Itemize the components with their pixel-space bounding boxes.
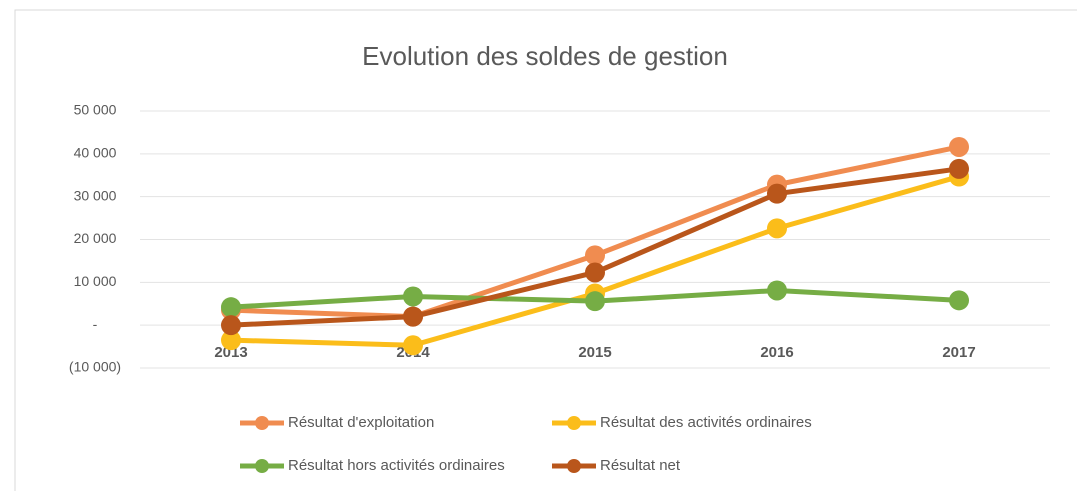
data-point bbox=[949, 290, 969, 311]
y-tick-label: 20 000 bbox=[74, 230, 117, 246]
data-point bbox=[403, 335, 423, 356]
legend-marker bbox=[567, 459, 581, 473]
y-tick-label: 30 000 bbox=[74, 187, 117, 203]
y-tick-label: - bbox=[93, 316, 98, 332]
legend-marker bbox=[567, 416, 581, 430]
y-tick-label: (10 000) bbox=[69, 359, 121, 375]
data-point bbox=[403, 286, 423, 307]
legend-label: Résultat net bbox=[600, 457, 681, 474]
x-tick-label: 2013 bbox=[214, 344, 247, 361]
chart-title: Evolution des soldes de gestion bbox=[362, 41, 728, 71]
legend-marker bbox=[255, 459, 269, 473]
y-tick-label: 40 000 bbox=[74, 145, 117, 161]
legend-label: Résultat hors activités ordinaires bbox=[288, 457, 505, 474]
x-tick-label: 2015 bbox=[578, 344, 611, 361]
data-point bbox=[949, 136, 969, 157]
data-point bbox=[221, 297, 241, 318]
data-point bbox=[585, 262, 605, 283]
chart-frame bbox=[14, 9, 1077, 496]
legend-label: Résultat des activités ordinaires bbox=[600, 414, 812, 431]
data-point bbox=[767, 280, 787, 301]
x-tick-label: 2017 bbox=[942, 344, 975, 361]
legend-label: Résultat d'exploitation bbox=[288, 414, 434, 431]
data-point bbox=[221, 330, 241, 351]
y-tick-label: 50 000 bbox=[74, 102, 117, 118]
data-point bbox=[585, 291, 605, 312]
legend-marker bbox=[255, 416, 269, 430]
y-tick-label: 10 000 bbox=[74, 273, 117, 289]
data-point bbox=[949, 158, 969, 179]
data-point bbox=[767, 183, 787, 204]
data-point bbox=[767, 218, 787, 239]
data-point bbox=[403, 306, 423, 327]
data-point bbox=[585, 245, 605, 266]
data-point bbox=[221, 315, 241, 336]
x-tick-label: 2016 bbox=[760, 344, 793, 361]
